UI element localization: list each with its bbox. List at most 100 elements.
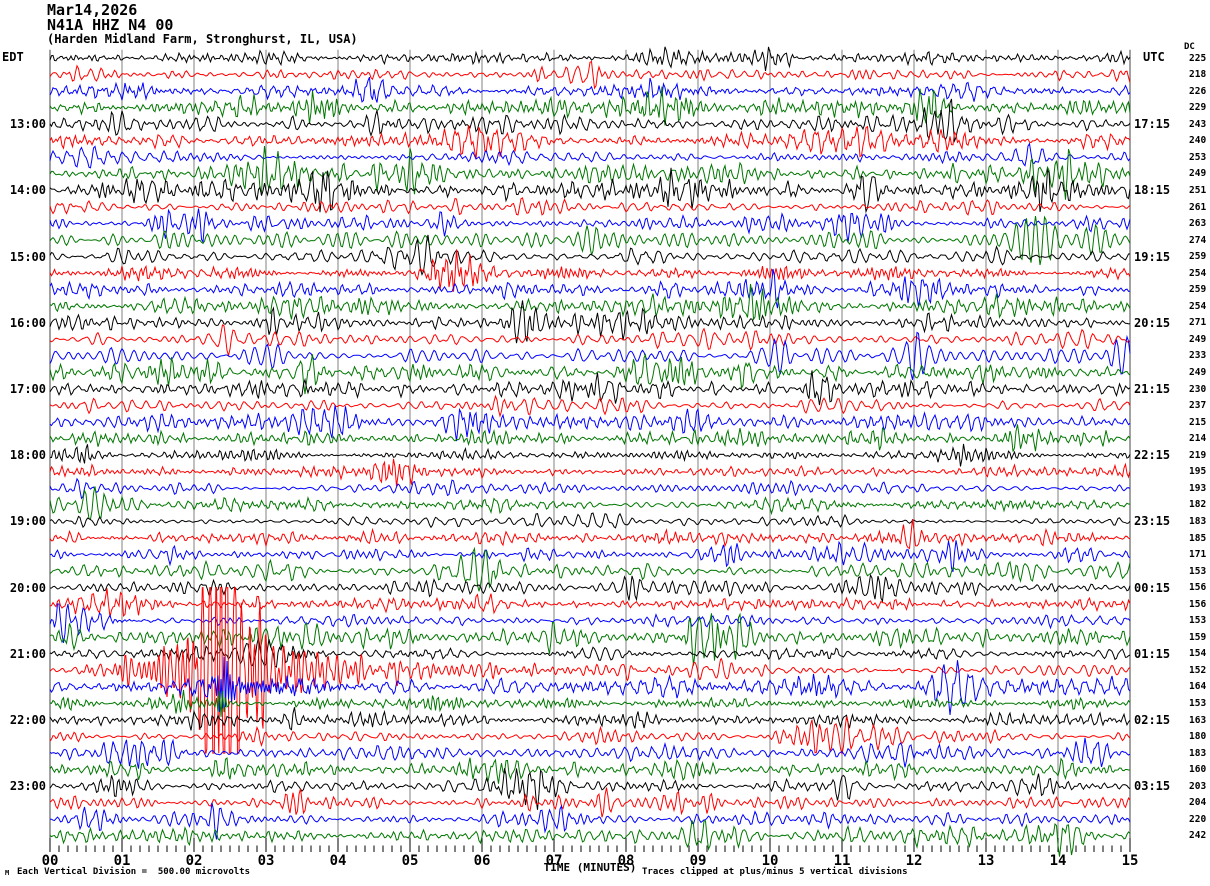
dc-value-row-14: 259 [1189, 284, 1207, 296]
dc-value-row-28: 183 [1189, 515, 1207, 527]
seismogram-trace-row-7 [49, 145, 1131, 200]
dc-value-row-2: 226 [1189, 85, 1207, 97]
dc-value-row-24: 219 [1189, 449, 1207, 461]
dc-value-row-25: 195 [1189, 466, 1207, 478]
dc-value-row-42: 183 [1189, 747, 1207, 759]
dc-value-row-0: 225 [1189, 52, 1207, 64]
dc-value-row-29: 185 [1189, 532, 1207, 544]
dc-value-row-37: 152 [1189, 664, 1207, 676]
dc-value-row-39: 153 [1189, 698, 1207, 709]
seismogram-trace-row-22 [49, 405, 1131, 442]
edt-hour-label-2200: 22:00 [9, 713, 46, 727]
dc-value-row-13: 254 [1189, 267, 1207, 279]
title-date: Mar14,2026 [47, 1, 138, 19]
seismogram-trace-row-6 [49, 142, 1131, 169]
dc-value-row-27: 182 [1189, 499, 1207, 511]
minute-label-06: 06 [473, 853, 491, 869]
seismogram-trace-row-31 [49, 546, 1131, 592]
utc-hour-label-0315: 03:15 [1134, 779, 1171, 794]
seismogram-trace-row-0 [49, 46, 1131, 71]
seismogram-trace-row-45 [49, 787, 1131, 818]
minute-label-14: 14 [1049, 853, 1067, 869]
utc-hour-label-1915: 19:15 [1134, 249, 1171, 264]
x-axis-label: TIME (MINUTES) [543, 861, 637, 874]
seismogram-trace-row-39 [49, 689, 1131, 717]
seismogram-trace-row-9 [49, 197, 1131, 216]
seismogram-trace-row-13 [49, 249, 1131, 292]
seismogram-trace-row-10 [49, 208, 1131, 244]
dc-value-row-26: 193 [1189, 482, 1207, 494]
seismogram-trace-row-26 [49, 477, 1131, 500]
edt-hour-label-1800: 18:00 [9, 448, 46, 463]
utc-hour-label-0115: 01:15 [1134, 646, 1171, 661]
seismogram-trace-row-38 [49, 656, 1131, 716]
minute-label-09: 09 [689, 853, 707, 869]
dc-value-row-15: 254 [1189, 300, 1207, 312]
edt-hour-label-2300: 23:00 [9, 779, 46, 794]
dc-value-row-46: 220 [1189, 813, 1207, 825]
seismogram-trace-row-23 [49, 424, 1131, 452]
seismogram-trace-row-11 [49, 215, 1131, 266]
seismogram-trace-row-24 [49, 443, 1131, 467]
dc-value-row-17: 249 [1189, 333, 1207, 345]
utc-hour-label-2015: 20:15 [1134, 315, 1171, 330]
seismogram-trace-row-12 [49, 234, 1131, 276]
dc-value-row-9: 261 [1189, 201, 1207, 213]
minute-label-05: 05 [401, 853, 419, 869]
seismogram-trace-row-30 [49, 540, 1131, 573]
utc-hour-label-0015: 00:15 [1134, 580, 1171, 595]
dc-value-row-35: 159 [1189, 631, 1207, 643]
utc-hour-label-1715: 17:15 [1134, 117, 1171, 132]
corner-mark: M [5, 869, 10, 877]
clip-note: Traces clipped at plus/minus 5 vertical … [642, 867, 908, 877]
seismogram-trace-row-41 [49, 716, 1131, 755]
edt-hour-label-2000: 20:00 [9, 580, 46, 595]
dc-value-row-44: 203 [1189, 780, 1207, 792]
dc-value-row-38: 164 [1189, 681, 1207, 693]
seismogram-trace-row-5 [49, 125, 1131, 160]
dc-value-row-6: 253 [1189, 151, 1207, 163]
dc-value-row-23: 214 [1189, 433, 1207, 445]
edt-hour-label-1900: 19:00 [9, 514, 46, 529]
dc-column-header: DC [1184, 42, 1195, 52]
edt-hour-label-1400: 14:00 [9, 183, 46, 198]
seismogram-trace-row-14 [49, 268, 1131, 309]
edt-hour-label-1300: 13:00 [9, 117, 46, 132]
minute-label-02: 02 [185, 853, 203, 869]
seismogram-trace-row-17 [49, 324, 1131, 358]
dc-value-row-40: 163 [1189, 714, 1207, 726]
seismogram-trace-row-44 [49, 768, 1131, 810]
seismogram-trace-row-40 [49, 707, 1131, 731]
dc-value-row-21: 237 [1189, 400, 1207, 412]
utc-hour-label-2315: 23:15 [1134, 514, 1171, 529]
seismogram-trace-row-27 [49, 486, 1131, 520]
minute-label-15: 15 [1121, 853, 1139, 869]
seismogram-trace-row-4 [49, 98, 1131, 143]
seismogram-trace-row-16 [49, 300, 1131, 344]
utc-hour-label-2215: 22:15 [1134, 448, 1171, 463]
seismogram-trace-row-25 [49, 458, 1131, 487]
dc-value-row-10: 263 [1189, 218, 1207, 229]
seismogram-trace-row-33 [49, 588, 1131, 618]
dc-value-row-7: 249 [1189, 168, 1207, 180]
seismogram-trace-row-47 [49, 820, 1131, 857]
seismogram-trace-row-35 [49, 612, 1131, 666]
minute-label-08: 08 [617, 853, 635, 869]
dc-value-row-47: 242 [1189, 830, 1207, 842]
utc-hour-label-0215: 02:15 [1134, 713, 1171, 727]
dc-value-row-32: 156 [1189, 582, 1207, 594]
dc-value-row-22: 215 [1189, 416, 1207, 428]
dc-value-row-5: 240 [1189, 135, 1207, 147]
dc-value-row-16: 271 [1189, 317, 1207, 329]
dc-value-row-3: 229 [1189, 102, 1207, 114]
seismogram-trace-row-1 [49, 60, 1131, 90]
seismogram-trace-row-46 [49, 802, 1131, 840]
seismogram-trace-row-20 [49, 370, 1131, 406]
minute-label-13: 13 [977, 853, 995, 869]
minute-label-10: 10 [761, 853, 779, 869]
minute-label-12: 12 [905, 853, 923, 869]
right-timezone-label: UTC [1143, 50, 1165, 64]
seismogram-trace-row-28 [49, 512, 1131, 529]
dc-value-row-1: 218 [1189, 69, 1207, 80]
